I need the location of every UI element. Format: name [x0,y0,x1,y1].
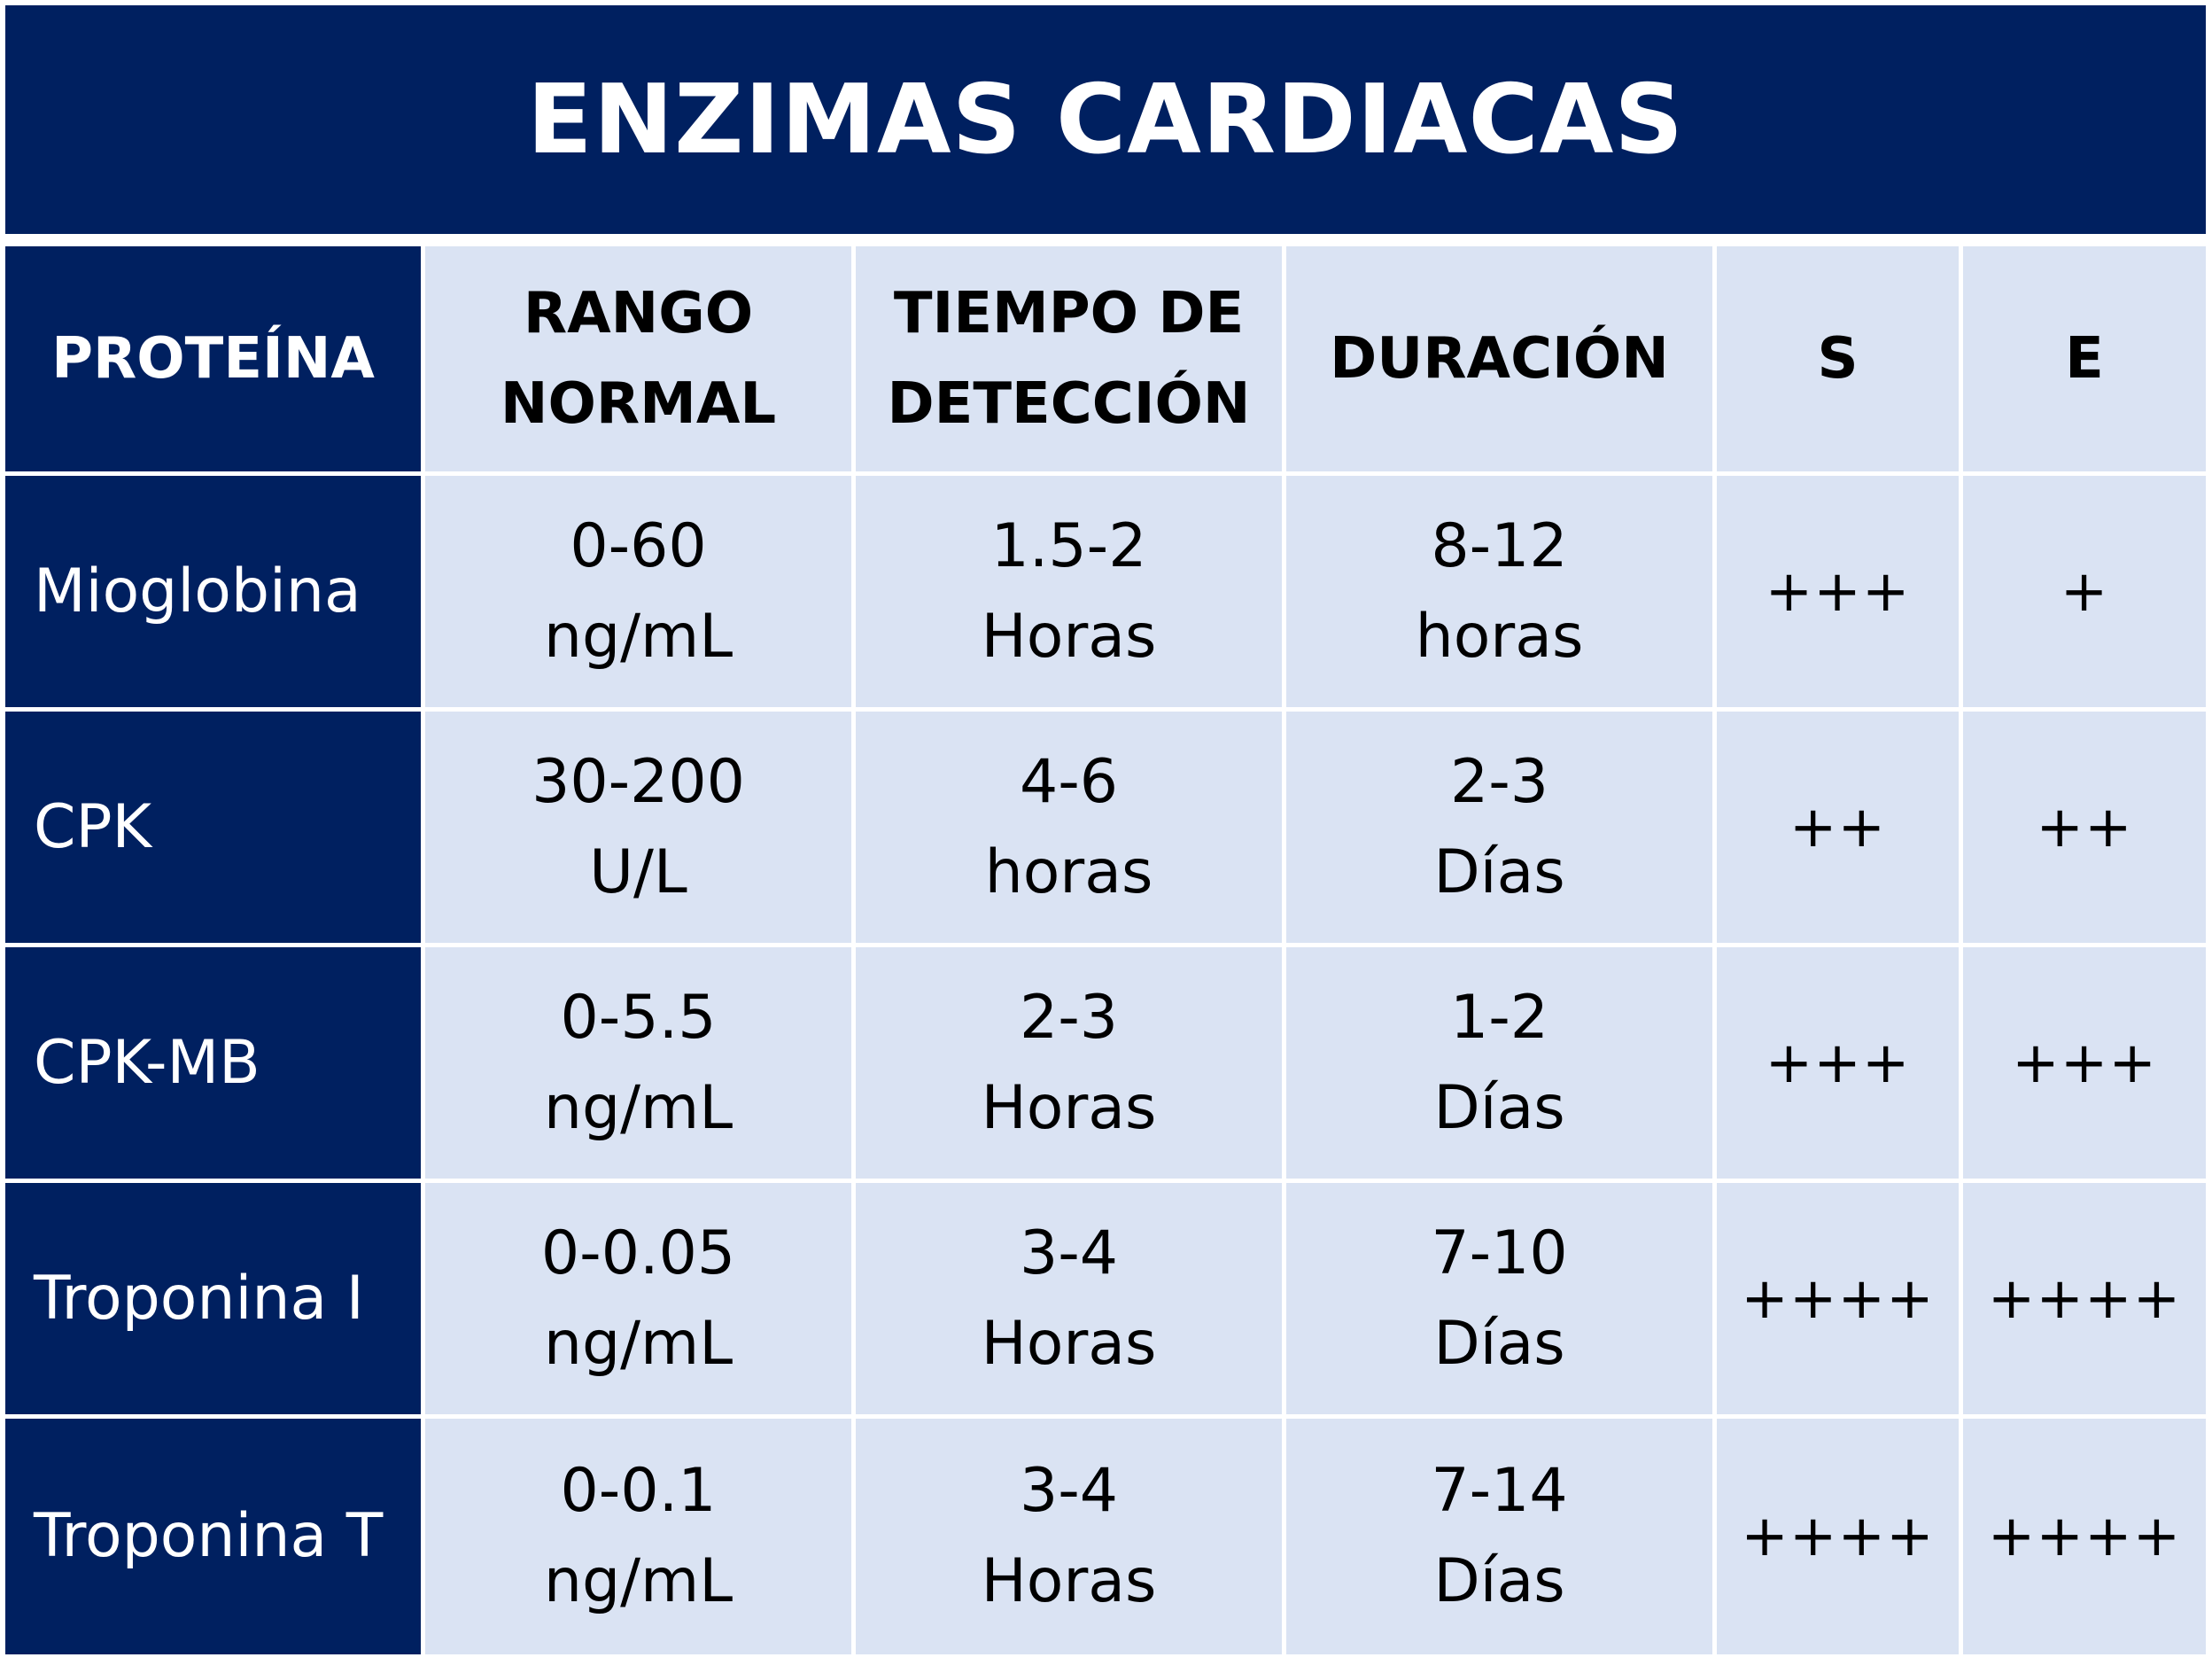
row-protein-cell: Mioglobina [5,476,425,712]
duration-value: 7-14 [1431,1456,1568,1526]
sensitivity-cell: ++++ [1717,1183,1963,1419]
range-unit: ng/mL [543,1308,733,1379]
row-protein-cell: CPK [5,712,425,947]
range-value: 0-0.1 [560,1456,717,1526]
detection-unit: horas [984,836,1153,907]
sensitivity-marks: ++++ [1741,1265,1935,1332]
specificity-cell: ++++ [1963,1183,2206,1419]
header-s-label: S [1817,325,1859,392]
specificity-cell: +++ [1963,947,2206,1183]
duration-unit: Días [1433,1072,1565,1143]
range-cell: 0-60 ng/mL [425,476,856,712]
range-cell: 0-0.1 ng/mL [425,1419,856,1654]
duration-cell: 2-3 Días [1286,712,1717,947]
duration-value: 1-2 [1449,982,1549,1053]
detection-cell: 1.5-2 Horas [856,476,1286,712]
header-range: RANGO NORMAL [425,246,856,476]
detection-value: 2-3 [1019,982,1119,1053]
detection-value: 4-6 [1019,746,1119,817]
specificity-marks: +++ [2012,1030,2157,1096]
range-value: 0-0.05 [540,1218,736,1288]
duration-unit: Días [1433,1308,1565,1379]
detection-unit: Horas [981,1308,1157,1379]
header-duration-label: DURACIÓN [1330,325,1669,392]
specificity-cell: ++ [1963,712,2206,947]
protein-name: CPK-MB [34,1027,260,1098]
duration-cell: 7-14 Días [1286,1419,1717,1654]
range-unit: ng/mL [543,1072,733,1143]
sensitivity-marks: ++++ [1741,1504,1935,1569]
duration-unit: horas [1415,601,1584,672]
sensitivity-marks: +++ [1765,1030,1911,1096]
detection-cell: 2-3 Horas [856,947,1286,1183]
header-range-line2: NORMAL [500,371,777,437]
row-protein-cell: Troponina T [5,1419,425,1654]
sensitivity-cell: +++ [1717,947,1963,1183]
enzyme-table: PROTEÍNA RANGO NORMAL TIEMPO DE DETECCIÓ… [5,246,2206,1657]
duration-value: 7-10 [1431,1218,1568,1288]
detection-unit: Horas [981,1072,1157,1143]
detection-cell: 3-4 Horas [856,1419,1286,1654]
duration-cell: 8-12 horas [1286,476,1717,712]
row-protein-cell: Troponina I [5,1183,425,1419]
specificity-marks: ++++ [1987,1504,2182,1569]
range-unit: ng/mL [543,601,733,672]
protein-name: Mioglobina [34,556,361,626]
title-banner: ENZIMAS CARDIACAS [5,5,2206,234]
specificity-marks: + [2060,558,2109,625]
duration-cell: 1-2 Días [1286,947,1717,1183]
sensitivity-cell: ++ [1717,712,1963,947]
row-protein-cell: CPK-MB [5,947,425,1183]
range-value: 0-60 [570,510,707,581]
detection-value: 1.5-2 [990,510,1147,581]
range-value: 30-200 [532,746,745,817]
header-s: S [1717,246,1963,476]
header-e-label: E [2065,325,2104,392]
page-title: ENZIMAS CARDIACAS [526,64,1685,175]
duration-value: 2-3 [1449,746,1549,817]
range-value: 0-5.5 [560,982,717,1053]
range-cell: 0-5.5 ng/mL [425,947,856,1183]
detection-cell: 4-6 horas [856,712,1286,947]
detection-value: 3-4 [1019,1456,1119,1526]
header-duration: DURACIÓN [1286,246,1717,476]
detection-value: 3-4 [1019,1218,1119,1288]
detection-cell: 3-4 Horas [856,1183,1286,1419]
specificity-cell: + [1963,476,2206,712]
protein-name: CPK [34,791,152,862]
protein-name: Troponina T [34,1501,384,1571]
detection-unit: Horas [981,1546,1157,1616]
range-unit: ng/mL [543,1546,733,1616]
specificity-marks: ++ [2036,794,2133,860]
duration-unit: Días [1433,836,1565,907]
header-detection: TIEMPO DE DETECCIÓN [856,246,1286,476]
duration-unit: Días [1433,1546,1565,1616]
duration-cell: 7-10 Días [1286,1183,1717,1419]
header-detection-line2: DETECCIÓN [887,371,1251,437]
range-cell: 30-200 U/L [425,712,856,947]
sensitivity-marks: +++ [1765,558,1911,625]
protein-name: Troponina I [34,1263,364,1334]
range-cell: 0-0.05 ng/mL [425,1183,856,1419]
header-range-line1: RANGO [523,280,754,346]
detection-unit: Horas [981,601,1157,672]
sensitivity-cell: ++++ [1717,1419,1963,1654]
specificity-marks: ++++ [1987,1265,2182,1332]
sensitivity-cell: +++ [1717,476,1963,712]
header-protein: PROTEÍNA [5,246,425,476]
duration-value: 8-12 [1431,510,1568,581]
sensitivity-marks: ++ [1789,794,1887,860]
range-unit: U/L [589,836,687,907]
header-detection-line1: TIEMPO DE [893,280,1245,346]
header-e: E [1963,246,2206,476]
header-protein-label: PROTEÍNA [51,325,375,392]
specificity-cell: ++++ [1963,1419,2206,1654]
